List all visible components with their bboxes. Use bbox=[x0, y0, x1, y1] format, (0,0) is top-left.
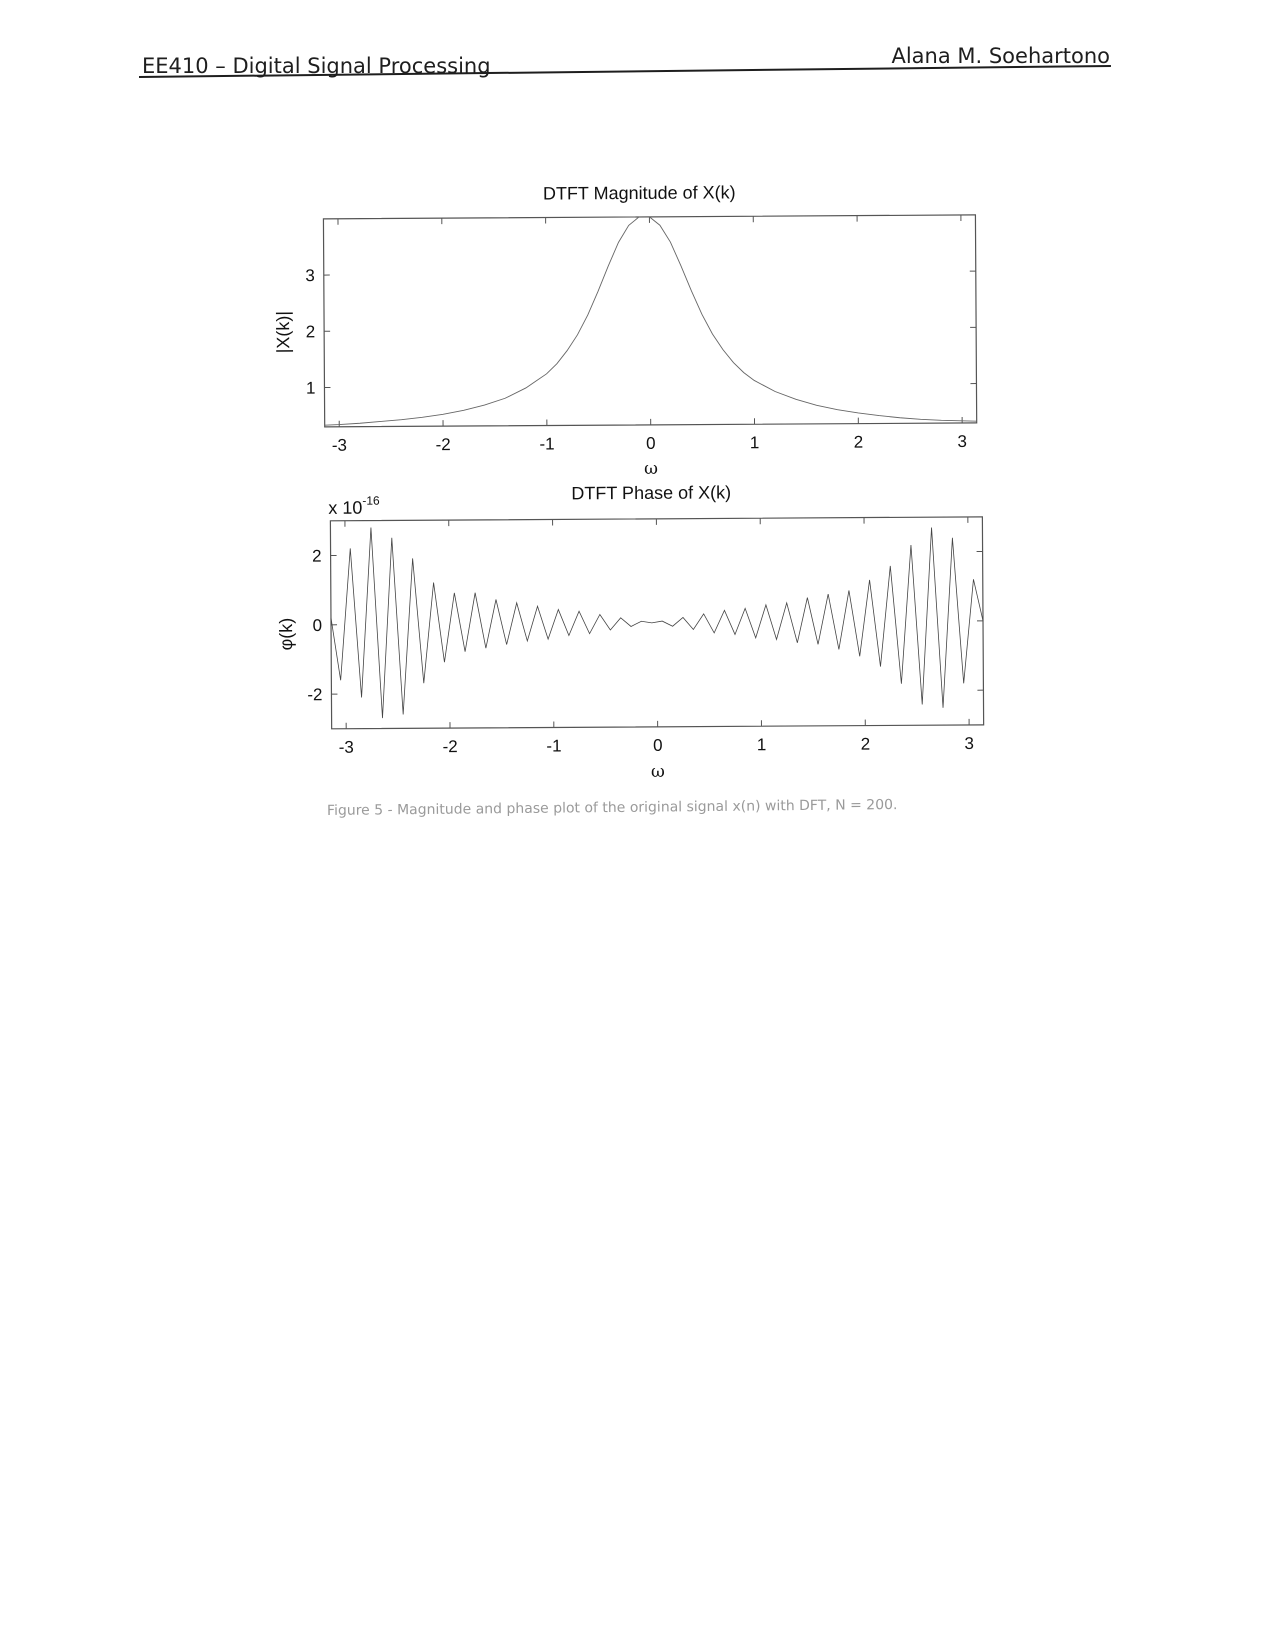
magnitude-y-tick-label: 1 bbox=[306, 379, 316, 398]
magnitude-y-axis-label: |X(k)| bbox=[273, 311, 293, 353]
phase-series-line bbox=[330, 527, 984, 719]
phase-x-tick-label: -1 bbox=[546, 736, 561, 755]
phase-x-tick-label: 0 bbox=[653, 736, 663, 755]
magnitude-x-tick-label: 1 bbox=[750, 433, 760, 452]
magnitude-x-tick-label: -1 bbox=[539, 434, 554, 453]
phase-x-tick-label: 2 bbox=[861, 735, 871, 754]
phase-y-tick-label: 2 bbox=[312, 547, 322, 566]
phase-chart-title: DTFT Phase of X(k) bbox=[571, 482, 731, 503]
magnitude-chart: DTFT Magnitude of X(k) -3 -2 -1 0 1 2 3 1 2 3 |X… bbox=[273, 182, 978, 479]
phase-y-ticks: -2 0 2 bbox=[307, 547, 984, 704]
figure-charts: DTFT Magnitude of X(k) -3 -2 -1 0 1 2 3 1 2 3 |X… bbox=[273, 182, 985, 782]
magnitude-y-tick-label: 3 bbox=[305, 266, 315, 285]
phase-y-axis-label: φ(k) bbox=[276, 618, 296, 651]
magnitude-x-axis-label: ω bbox=[644, 459, 658, 479]
magnitude-x-tick-label: 0 bbox=[646, 434, 656, 453]
magnitude-x-tick-label: -2 bbox=[436, 435, 451, 454]
phase-y-exponent-power: -16 bbox=[362, 494, 380, 508]
magnitude-series-line bbox=[324, 216, 977, 426]
magnitude-x-tick-label: 3 bbox=[957, 432, 967, 451]
magnitude-y-ticks: 1 2 3 bbox=[305, 266, 977, 398]
magnitude-x-ticks: -3 -2 -1 0 1 2 3 bbox=[332, 214, 967, 455]
phase-x-tick-label: -3 bbox=[339, 738, 354, 757]
phase-x-axis-label: ω bbox=[651, 762, 665, 782]
magnitude-y-tick-label: 2 bbox=[306, 322, 316, 341]
phase-y-exponent: x 10-16 bbox=[328, 494, 380, 518]
phase-x-tick-label: -2 bbox=[443, 737, 458, 756]
course-title: EE410 – Digital Signal Processing bbox=[142, 54, 491, 78]
phase-y-tick-label: 0 bbox=[313, 616, 323, 635]
phase-y-exponent-base: x 10 bbox=[328, 498, 362, 518]
page-header: EE410 – Digital Signal Processing Alana … bbox=[0, 0, 1275, 100]
magnitude-x-tick-label: 2 bbox=[854, 433, 864, 452]
magnitude-x-tick-label: -3 bbox=[332, 436, 347, 455]
phase-x-tick-label: 3 bbox=[964, 734, 974, 753]
magnitude-chart-title: DTFT Magnitude of X(k) bbox=[543, 182, 736, 203]
phase-x-ticks: -3 -2 -1 0 1 2 3 bbox=[339, 516, 974, 757]
phase-chart: DTFT Phase of X(k) x 10-16 -3 -2 -1 0 1 2 3 -2… bbox=[276, 482, 985, 782]
phase-plot-frame bbox=[329, 516, 985, 730]
magnitude-plot-frame bbox=[322, 214, 978, 428]
phase-x-tick-label: 1 bbox=[757, 735, 767, 754]
phase-y-tick-label: -2 bbox=[307, 685, 322, 704]
author-name: Alana M. Soehartono bbox=[891, 44, 1110, 68]
